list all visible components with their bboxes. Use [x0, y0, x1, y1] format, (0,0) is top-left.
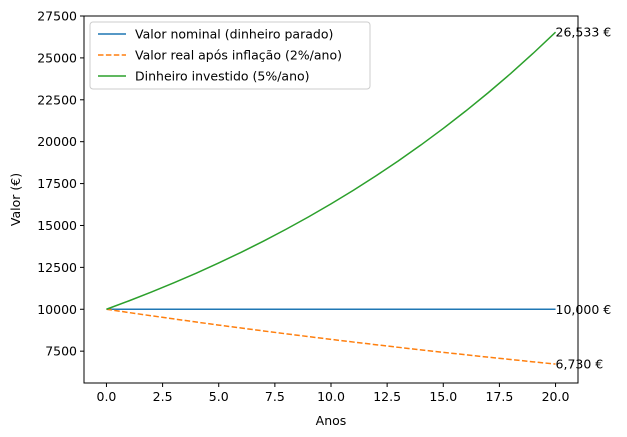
y-tick-label: 20000	[37, 134, 77, 149]
annotations: 26,533 € 10,000 € 6,730 €	[556, 25, 612, 372]
y-tick-label: 25000	[37, 50, 77, 65]
y-tick-label: 15000	[37, 218, 77, 233]
series-line-3	[106, 31, 557, 310]
y-tick-label: 7500	[45, 344, 77, 359]
x-tick-label: 10.0	[317, 389, 345, 404]
x-tick-label: 12.5	[373, 389, 401, 404]
y-tick-label: 17500	[37, 176, 77, 191]
x-axis: 0.0 2.5 5.0 7.5 10.0 12.5 15.0 17.5 20.0	[97, 383, 570, 404]
annotation-label: 26,533 €	[556, 25, 612, 40]
y-tick-label: 10000	[37, 302, 77, 317]
y-tick-label: 12500	[37, 260, 77, 275]
legend: Valor nominal (dinheiro parado) Valor rea…	[89, 21, 371, 90]
y-axis: 7500 10000 12500 15000 17500 20000 22500 25000 2…	[37, 9, 84, 359]
legend-label: Dinheiro investido (5%/ano)	[135, 69, 310, 84]
legend-box	[89, 21, 371, 90]
annotation-label: 6,730 €	[556, 357, 604, 372]
x-tick-label: 2.5	[153, 389, 173, 404]
plot-lines	[106, 31, 557, 365]
x-tick-label: 20.0	[542, 389, 570, 404]
x-tick-label: 15.0	[429, 389, 457, 404]
y-tick-label: 27500	[37, 9, 77, 24]
x-tick-label: 7.5	[265, 389, 285, 404]
legend-label: Valor nominal (dinheiro parado)	[135, 27, 333, 42]
series-line-2	[106, 308, 556, 365]
legend-label: Valor real após inflação (2%/ano)	[135, 48, 342, 63]
y-axis-label: Valor (€)	[8, 173, 23, 226]
x-tick-label: 0.0	[97, 389, 117, 404]
x-tick-label: 5.0	[209, 389, 229, 404]
y-tick-label: 22500	[37, 92, 77, 107]
x-axis-label: Anos	[316, 413, 347, 428]
x-tick-label: 17.5	[485, 389, 513, 404]
annotation-label: 10,000 €	[556, 302, 612, 317]
